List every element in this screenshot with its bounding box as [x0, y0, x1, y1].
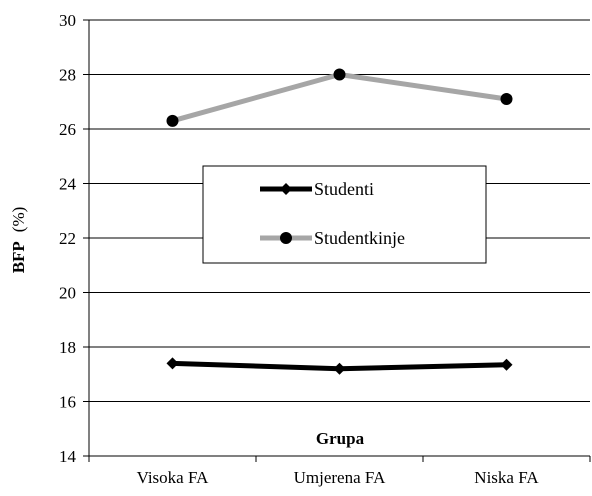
y-tick-label-20: 20 — [59, 284, 76, 303]
legend: Studenti Studentkinje — [202, 165, 487, 264]
legend-box — [202, 165, 487, 264]
legend-label-0: Studenti — [314, 179, 374, 199]
x-tick-label-0: Visoka FA — [137, 468, 210, 487]
series-0 — [166, 357, 513, 375]
series-lines — [166, 68, 513, 375]
data-point-1-0 — [166, 114, 179, 127]
x-tick-label-2: Niska FA — [474, 468, 539, 487]
data-point-0-2 — [500, 358, 513, 371]
data-point-0-1 — [333, 362, 346, 375]
x-axis-title: Grupa — [316, 429, 365, 448]
legend-marker-0 — [280, 183, 292, 195]
y-tick-label-14: 14 — [59, 447, 77, 466]
series-1 — [166, 68, 513, 127]
y-tick-label-30: 30 — [59, 11, 76, 30]
data-point-0-0 — [166, 357, 179, 370]
data-point-1-1 — [333, 68, 346, 81]
series-line-1 — [170, 72, 509, 124]
data-point-1-2 — [500, 93, 513, 106]
x-tick-label-1: Umjerena FA — [294, 468, 386, 487]
y-tick-label-24: 24 — [59, 175, 77, 194]
legend-marker-1 — [280, 232, 292, 244]
y-tick-label-28: 28 — [59, 66, 76, 85]
y-tick-label-26: 26 — [59, 120, 76, 139]
y-tick-label-18: 18 — [59, 338, 76, 357]
axes: 14 16 18 20 22 24 26 28 30 Visoka FA Umjerena FA Ni… — [59, 11, 591, 487]
y-tick-label-16: 16 — [59, 393, 76, 412]
y-tick-label-22: 22 — [59, 229, 76, 248]
y-axis-unit: (%) — [9, 207, 28, 232]
y-axis-title: BFP (%) — [9, 207, 28, 274]
legend-label-1: Studentkinje — [314, 228, 405, 248]
y-axis-label: BFP — [9, 241, 28, 273]
